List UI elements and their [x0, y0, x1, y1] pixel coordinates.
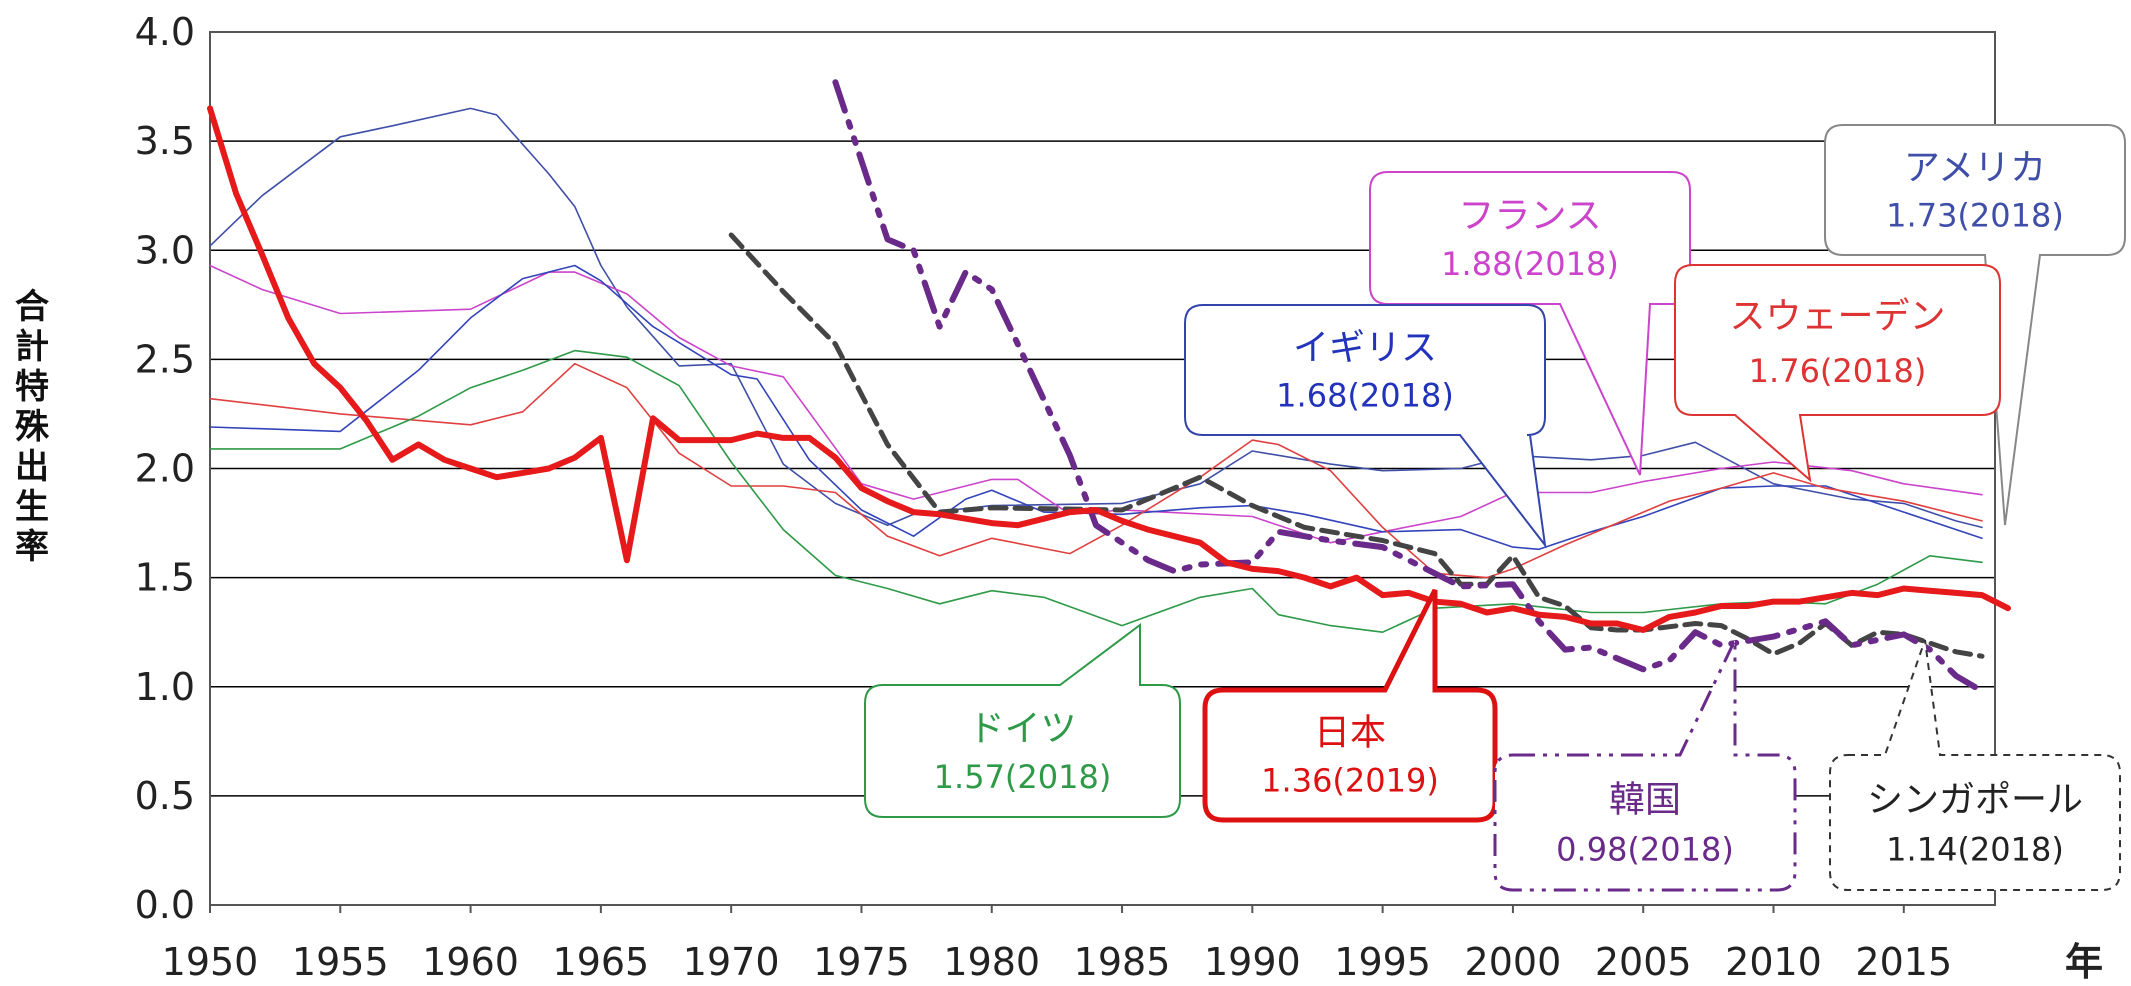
x-tick-label: 1980 — [943, 940, 1040, 984]
x-axis-ticks: 1950 1955 1960 1965 1970 1975 1980 1985 1990 1995… — [162, 905, 1952, 984]
callout-box — [1369, 171, 1691, 476]
callout-value: 1.73(2018) — [1886, 196, 2064, 234]
y-tick-label: 2.0 — [135, 447, 195, 491]
x-tick-label: 1995 — [1334, 940, 1431, 984]
callout-4: ドイツ 1.57(2018) — [864, 623, 1181, 818]
callout-value: 0.98(2018) — [1556, 830, 1734, 868]
y-label-char: 出 — [15, 447, 49, 487]
y-tick-label: 1.5 — [135, 556, 195, 600]
callout-country: フランス — [1458, 195, 1601, 236]
series-line-5 — [207, 105, 2011, 633]
x-tick-label: 2015 — [1855, 940, 1952, 984]
x-tick-label: 2005 — [1595, 940, 1692, 984]
x-tick-label: 1965 — [553, 940, 650, 984]
callout-3: スウェーデン 1.76(2018) — [1674, 264, 2001, 483]
y-tick-label: 0.0 — [135, 883, 195, 927]
x-tick-label: 1970 — [683, 940, 780, 984]
series-lines — [207, 79, 2011, 695]
callout-country: ドイツ — [968, 708, 1076, 749]
callout-value: 1.76(2018) — [1749, 352, 1927, 390]
y-label-char: 率 — [15, 527, 49, 567]
callout-value: 1.68(2018) — [1276, 376, 1454, 414]
y-axis-ticks: 0.0 0.5 1.0 1.5 2.0 2.5 3.0 3.5 4.0 — [135, 10, 195, 927]
callout-1: フランス 1.88(2018) — [1369, 171, 1691, 476]
x-tick-label: 1955 — [292, 940, 389, 984]
y-tick-label: 2.5 — [135, 337, 195, 381]
y-tick-label: 3.0 — [135, 228, 195, 272]
callout-box — [1829, 639, 2121, 891]
y-tick-label: 0.5 — [135, 774, 195, 818]
x-tick-label: 1975 — [813, 940, 910, 984]
x-tick-label: 2010 — [1725, 940, 1822, 984]
x-axis-label: 年 — [2065, 940, 2103, 984]
x-tick-label: 2000 — [1465, 940, 1562, 984]
callout-value: 1.88(2018) — [1441, 245, 1619, 283]
callout-box — [1493, 639, 1797, 892]
callout-labels: アメリカ 1.73(2018) フランス 1.88(2018) イギリス 1.68(201… — [864, 124, 2126, 892]
callout-box — [864, 623, 1181, 818]
y-label-char: 殊 — [15, 407, 50, 447]
y-tick-label: 3.5 — [135, 119, 195, 163]
callout-country: 日本 — [1314, 713, 1386, 754]
callout-value: 1.36(2019) — [1261, 761, 1439, 799]
callout-6: 韓国 0.98(2018) — [1493, 639, 1797, 892]
callout-value: 1.57(2018) — [934, 758, 1112, 796]
callout-country: シンガポール — [1867, 780, 2083, 821]
callout-value: 1.14(2018) — [1886, 830, 2064, 868]
y-tick-label: 1.0 — [135, 665, 195, 709]
callout-box — [1824, 124, 2126, 526]
x-tick-label: 1950 — [162, 940, 259, 984]
callout-7: シンガポール 1.14(2018) — [1829, 639, 2121, 891]
y-label-char: 特 — [15, 367, 49, 407]
x-tick-label: 1990 — [1204, 940, 1301, 984]
callout-box — [1184, 304, 1547, 549]
x-tick-label: 1960 — [422, 940, 519, 984]
callout-5: 日本 1.36(2019) — [1202, 588, 1498, 823]
series-line-1 — [209, 264, 1983, 544]
x-tick-label: 1985 — [1074, 940, 1171, 984]
y-label-char: 合 — [15, 287, 49, 327]
callout-0: アメリカ 1.73(2018) — [1824, 124, 2126, 526]
callout-box — [1674, 264, 2001, 483]
callout-country: アメリカ — [1904, 148, 2046, 189]
callout-country: スウェーデン — [1729, 296, 1945, 337]
y-tick-label: 4.0 — [135, 10, 195, 54]
series-line-6 — [832, 79, 1985, 695]
callout-2: イギリス 1.68(2018) — [1184, 304, 1547, 549]
callout-country: 韓国 — [1609, 780, 1681, 821]
series-line-2 — [209, 264, 1983, 551]
y-label-char: 計 — [15, 327, 49, 367]
callout-box — [1202, 588, 1498, 823]
callout-country: イギリス — [1293, 328, 1437, 369]
y-label-char: 生 — [15, 487, 49, 527]
grid-lines — [209, 31, 1996, 906]
series-line-7 — [728, 232, 1985, 659]
plot-frame — [209, 31, 1996, 906]
